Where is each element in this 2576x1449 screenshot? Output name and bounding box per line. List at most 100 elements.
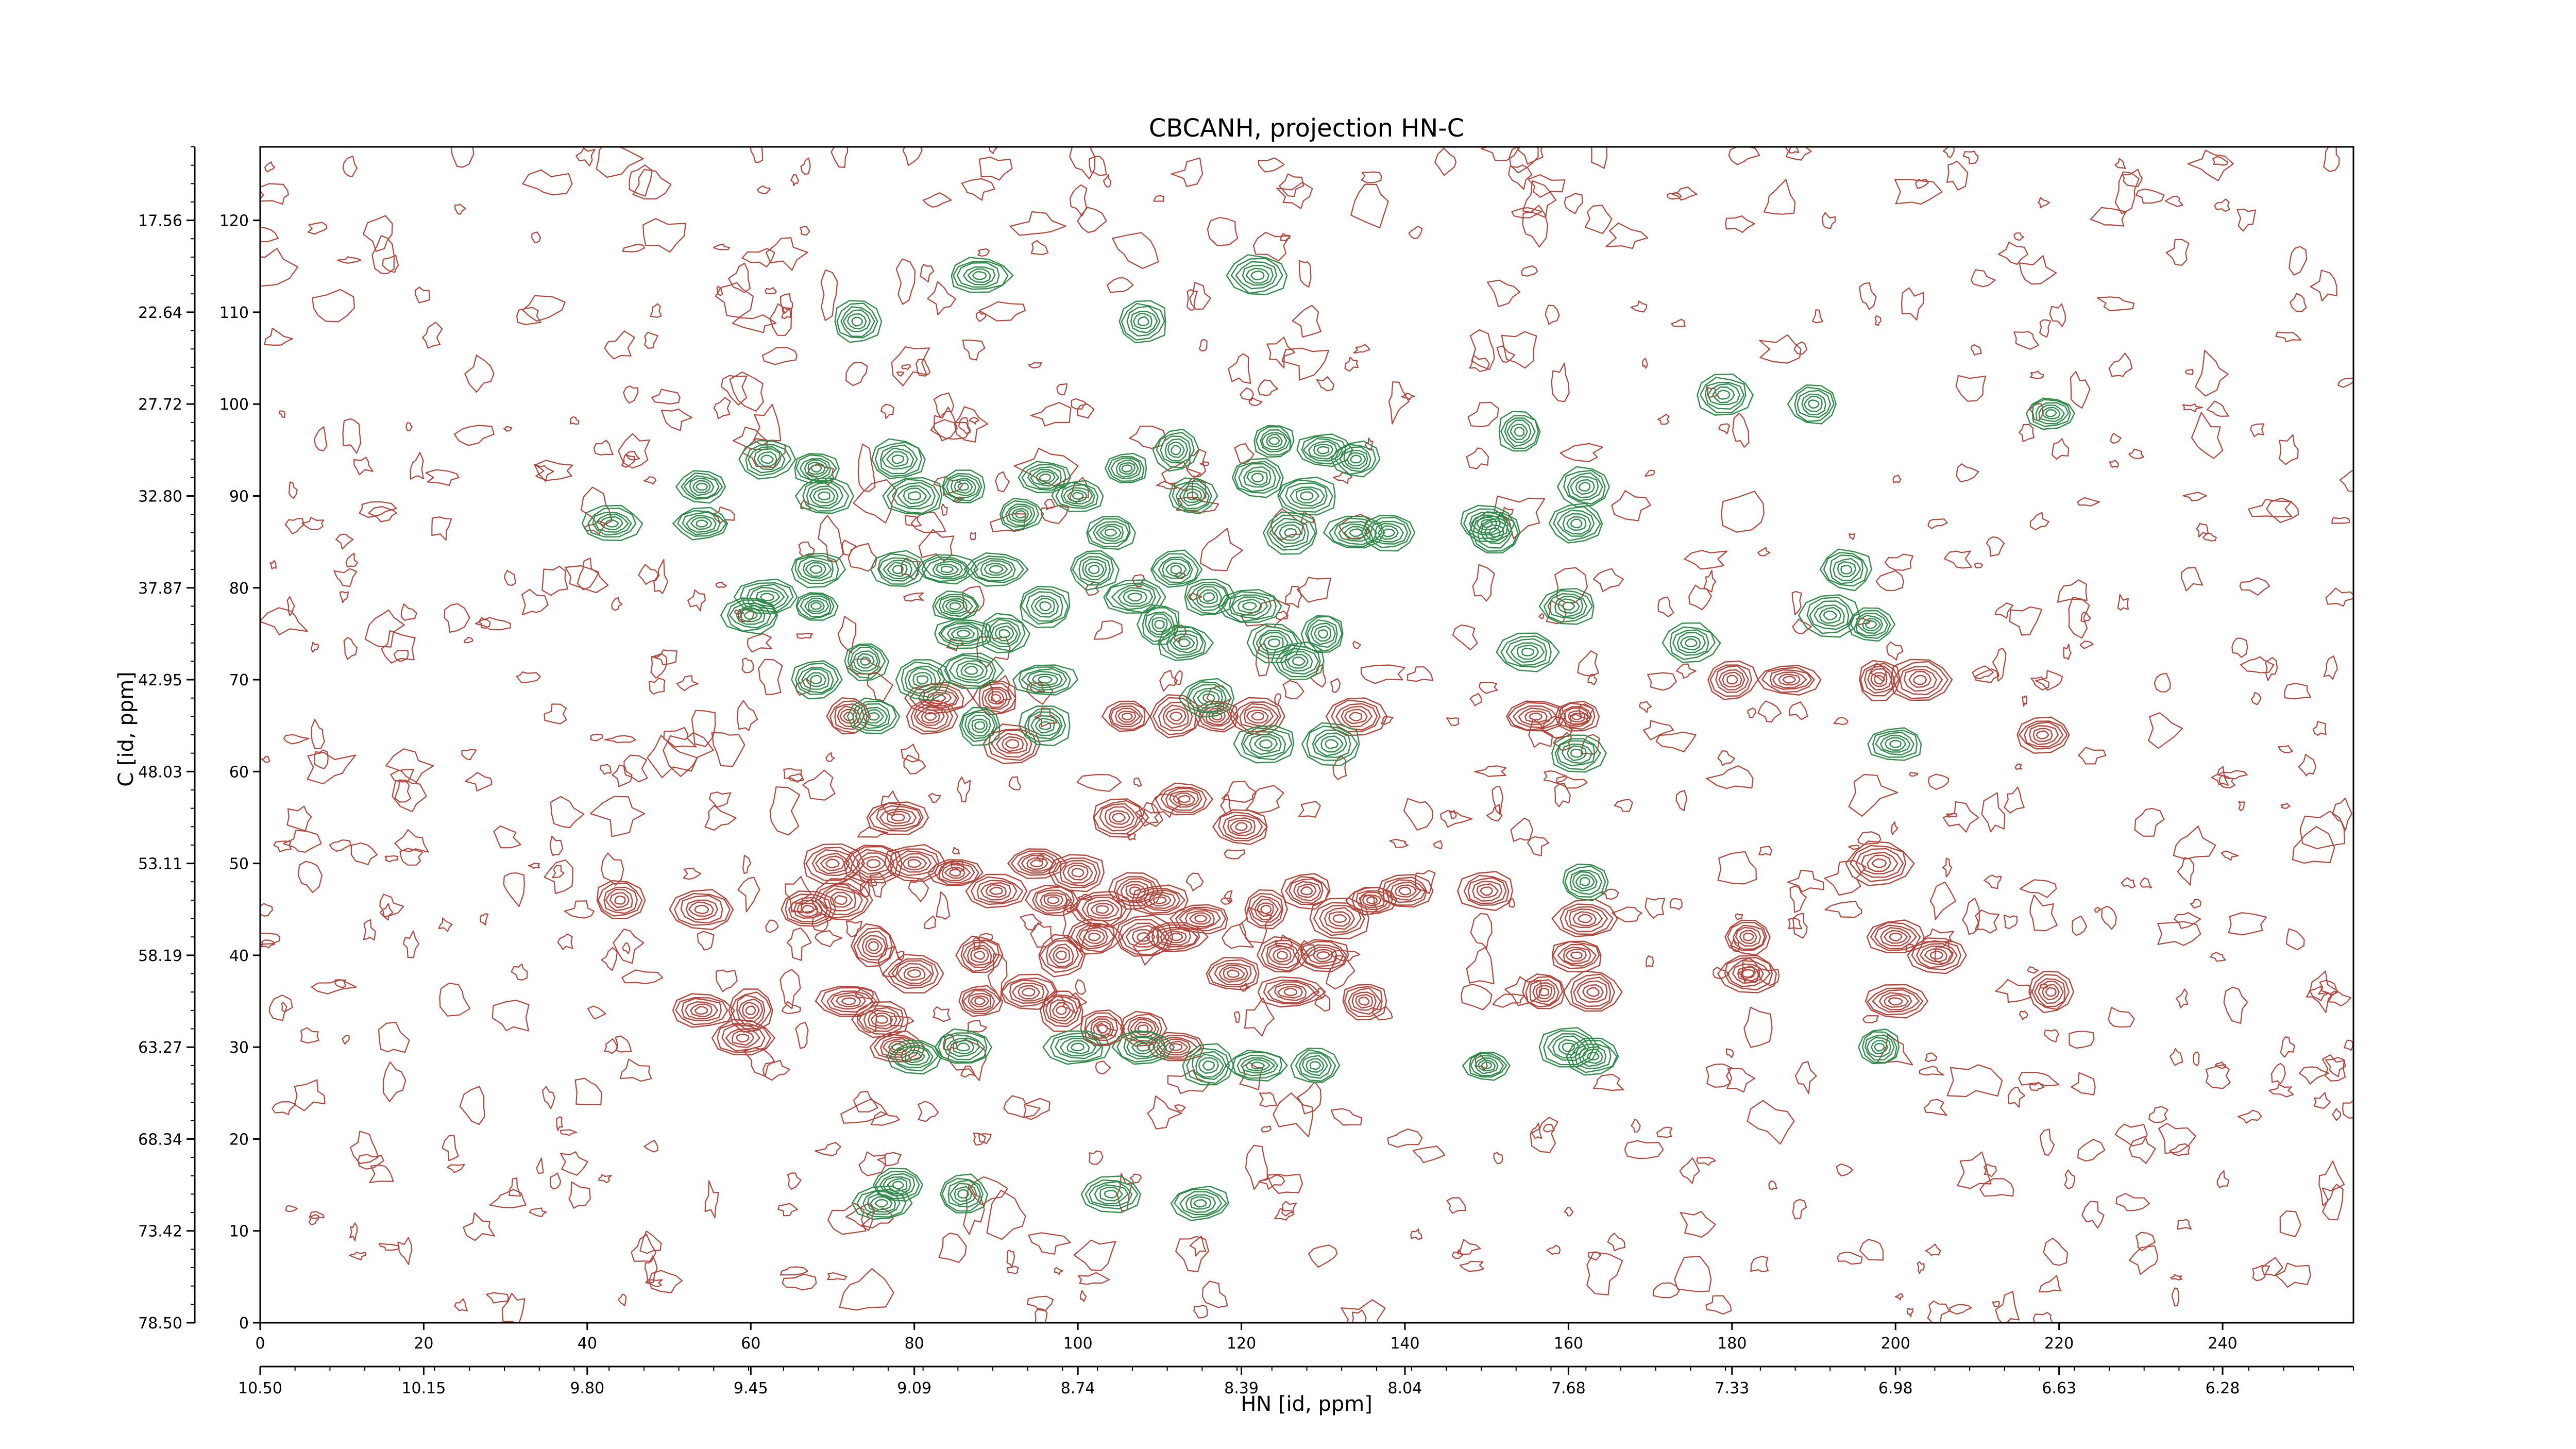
noise-contour (1560, 443, 1603, 462)
noise-contour (1189, 282, 1211, 310)
noise-contour (697, 931, 715, 951)
contour-level (731, 1030, 754, 1046)
noise-contour (623, 754, 648, 783)
noise-contour (2136, 188, 2165, 204)
peak-negative (834, 300, 883, 343)
contour-level (1138, 889, 1181, 912)
noise-contour (1917, 1261, 1925, 1274)
contour-level (990, 694, 1002, 702)
contour-level (956, 262, 1000, 288)
contour-level (882, 954, 944, 993)
y-ppm-tick-label: 32.80 (138, 487, 182, 506)
contour-level (1570, 518, 1583, 529)
noise-contour (2181, 567, 2204, 592)
noise-contour (1003, 1095, 1041, 1118)
contour-level (1349, 712, 1363, 721)
contour-level (592, 512, 632, 536)
contour-level (1163, 931, 1187, 943)
noise-contour (650, 303, 662, 318)
contour-level (1117, 587, 1153, 607)
peak-negative (941, 469, 986, 503)
contour-level (1312, 729, 1351, 758)
contour-level (1027, 670, 1063, 688)
peak-negative (1118, 300, 1166, 344)
peak-positive (1294, 939, 1349, 972)
contour-level (1285, 482, 1328, 509)
contour-level (895, 659, 951, 701)
noise-contour (1330, 678, 1341, 693)
noise-contour (2164, 195, 2183, 207)
contour-level (1214, 963, 1252, 986)
noise-contour (918, 1101, 939, 1122)
peak-negative (1225, 1050, 1288, 1082)
contour-level (1125, 884, 1147, 899)
contour-level (1735, 926, 1761, 947)
contour-level (1231, 458, 1284, 498)
noise-contour (1434, 147, 1457, 176)
contour-level (738, 440, 796, 480)
noise-contour (841, 540, 857, 556)
peak-positive (1724, 919, 1771, 956)
noise-contour (1029, 682, 1045, 694)
noise-contour (839, 1268, 894, 1311)
contour-level (1249, 734, 1282, 755)
contour-level (1263, 511, 1317, 555)
contour-level (1189, 584, 1228, 611)
contour-level (934, 594, 978, 620)
contour-level (1267, 981, 1315, 1004)
peak-negative (795, 592, 839, 621)
contour-level (1301, 722, 1360, 766)
contour-level (887, 479, 940, 514)
noise-contour (1258, 1174, 1285, 1190)
contour-level (807, 600, 825, 612)
contour-level (960, 939, 1000, 972)
y-tick-label: 60 (229, 763, 249, 781)
contour-level (683, 475, 720, 498)
noise-contour (2069, 1031, 2095, 1049)
noise-contour (1584, 205, 1613, 234)
noise-contour (1412, 1145, 1446, 1164)
contour-level (1107, 456, 1145, 482)
noise-contour (1030, 402, 1072, 427)
contour-level (1510, 424, 1528, 441)
x-ppm-tick-label: 9.45 (734, 1379, 768, 1397)
noise-contour (2027, 966, 2039, 974)
noise-contour (311, 719, 325, 750)
noise-contour (1812, 309, 1823, 324)
contour-level (1378, 874, 1434, 908)
noise-contour (1009, 211, 1066, 236)
contour-level (862, 1191, 901, 1215)
contour-level (1105, 582, 1161, 613)
y-tick-label: 0 (239, 1315, 249, 1333)
noise-contour (590, 733, 604, 742)
noise-contour (314, 426, 328, 451)
noise-contour (631, 1234, 657, 1262)
peak-positive (1101, 700, 1151, 732)
contour-level (1096, 905, 1109, 914)
contour-level (1218, 965, 1249, 983)
contour-level (1078, 927, 1108, 947)
noise-contour (353, 457, 374, 476)
contour-level (1099, 1187, 1123, 1202)
y-tick-label: 50 (229, 855, 249, 873)
contour-level (1867, 854, 1891, 872)
noise-contour (1095, 1060, 1111, 1074)
contour-level (1323, 515, 1385, 549)
noise-contour (2261, 1257, 2283, 1276)
x-tick-label: 0 (255, 1335, 265, 1353)
peak-positive (1149, 694, 1202, 738)
noise-contour (1747, 1100, 1795, 1145)
x-tick-label: 100 (1063, 1335, 1092, 1353)
noise-contour (622, 942, 631, 954)
contour-level (1532, 982, 1556, 1002)
contour-level (1105, 452, 1147, 483)
contour-level (1562, 863, 1609, 901)
contour-level (1772, 671, 1807, 688)
noise-contour (1942, 801, 1979, 833)
noise-contour (550, 1172, 562, 1190)
contour-level (1524, 710, 1548, 723)
contour-level (1823, 552, 1868, 587)
noise-contour (1344, 357, 1359, 372)
contour-level (1226, 254, 1288, 295)
contour-level (1165, 708, 1187, 725)
